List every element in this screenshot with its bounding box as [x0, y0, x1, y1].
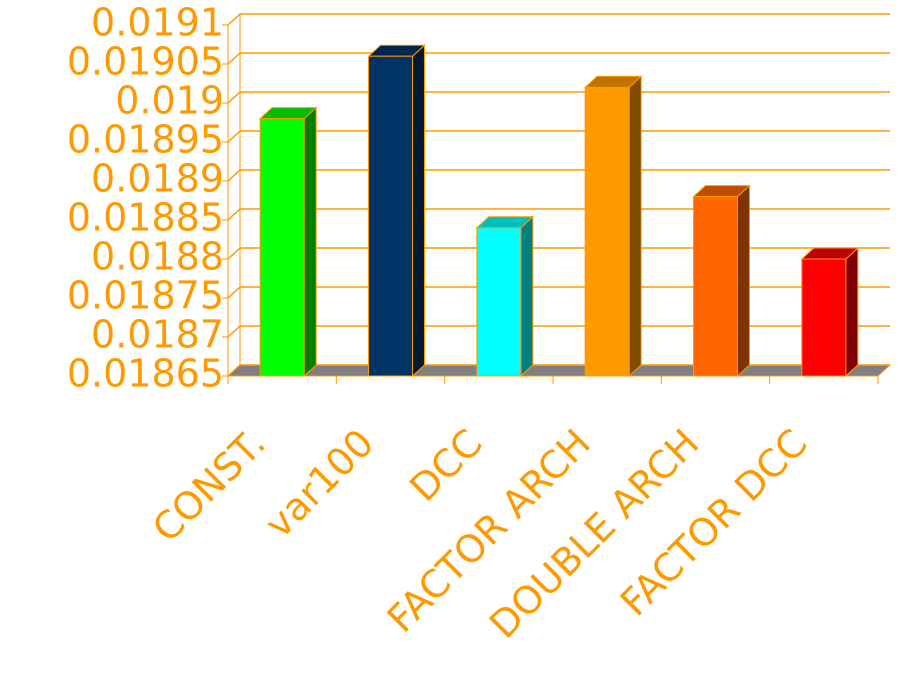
bar-side [628, 75, 642, 378]
bar-side [520, 215, 534, 378]
y-tick-label: 0.0188 [91, 235, 224, 279]
y-tick-label: 0.0191 [91, 1, 224, 45]
x-tick-label: CONST. [144, 421, 274, 551]
x-tick-label: FACTOR DCC [612, 421, 816, 625]
y-tick-label: 0.0189 [91, 157, 224, 201]
y-tick-label: 0.01895 [67, 118, 224, 162]
bar [368, 55, 413, 377]
bar-side [845, 246, 859, 378]
y-tick-label: 0.01905 [67, 40, 224, 84]
x-tick-label: DCC [401, 421, 490, 510]
y-tick-label: 0.01885 [67, 196, 224, 240]
grid-line-side [227, 169, 241, 182]
grid-line-side [227, 52, 241, 65]
x-tick-label: var100 [256, 421, 382, 547]
grid-line-side [227, 247, 241, 260]
bar-side [737, 184, 750, 378]
bar [693, 196, 738, 377]
grid-line-side [227, 130, 241, 143]
bar [476, 227, 522, 377]
grid-line-side [227, 13, 241, 26]
y-tick-label: 0.01875 [67, 274, 224, 318]
bar [259, 118, 305, 377]
y-tick-label: 0.019 [115, 79, 224, 123]
grid-line-side [227, 364, 241, 377]
floor [226, 364, 892, 377]
y-tick-label: 0.0187 [91, 313, 224, 357]
bar [584, 86, 630, 377]
bar-side [303, 106, 317, 378]
grid-line-side [227, 325, 241, 338]
grid-line-side [227, 91, 241, 104]
y-tick-label: 0.01865 [67, 352, 224, 396]
bar-side [412, 44, 425, 378]
grid-line-side [227, 286, 241, 299]
bar [801, 258, 847, 377]
grid-line-side [227, 208, 241, 221]
